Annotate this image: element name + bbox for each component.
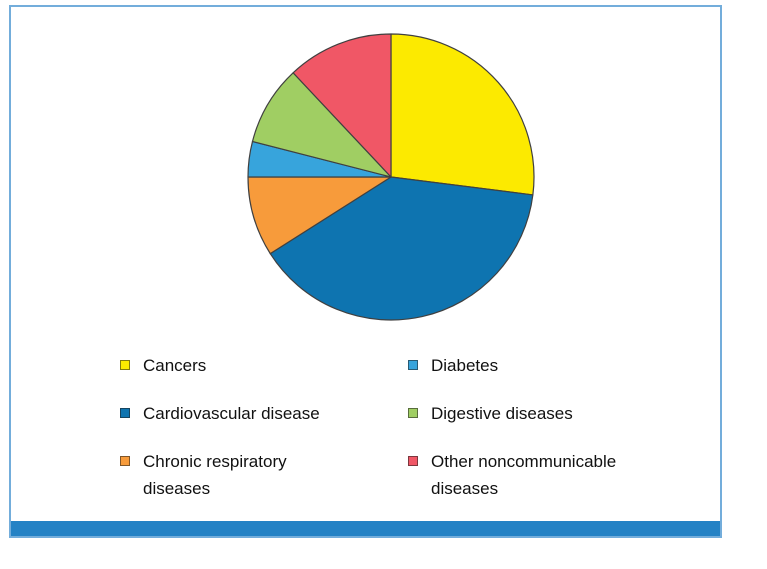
pie-slice-cancers [390, 33, 535, 196]
legend-label-cardiovascular: Cardiovascular disease [143, 404, 320, 423]
legend-item: Digestive diseases [408, 400, 573, 427]
legend-label-other-ncd: Other noncommunicable diseases [431, 452, 617, 498]
pie-chart [247, 33, 535, 321]
legend-item: Cancers [120, 352, 206, 379]
pie-slice-other-noncommunicable-diseases [292, 33, 392, 178]
legend-item: Cardiovascular disease [120, 400, 320, 427]
legend-swatch-digestive [408, 408, 418, 418]
pie-slice-cardiovascular-disease [269, 176, 534, 321]
pie-slice-chronic-respiratory-diseases [247, 176, 392, 255]
content-frame: Cancers Cardiovascular disease Chronic r… [9, 5, 722, 538]
legend-label-digestive: Digestive diseases [431, 404, 573, 423]
legend-label-chronic-respiratory: Chronic respiratory diseases [143, 452, 287, 498]
legend-swatch-cancers [120, 360, 130, 370]
legend-label-cancers: Cancers [143, 356, 207, 375]
legend-label-diabetes: Diabetes [431, 356, 499, 375]
legend-swatch-chronic-respiratory [120, 456, 130, 466]
legend-item: Diabetes [408, 352, 498, 379]
legend-swatch-cardiovascular [120, 408, 130, 418]
legend-item: Chronic respiratory diseases [120, 448, 343, 502]
legend-swatch-diabetes [408, 360, 418, 370]
legend-swatch-other-ncd [408, 456, 418, 466]
bottom-accent-bar [11, 521, 720, 536]
legend-item: Other noncommunicable diseases [408, 448, 631, 502]
pie-slice-digestive-diseases [251, 72, 392, 178]
